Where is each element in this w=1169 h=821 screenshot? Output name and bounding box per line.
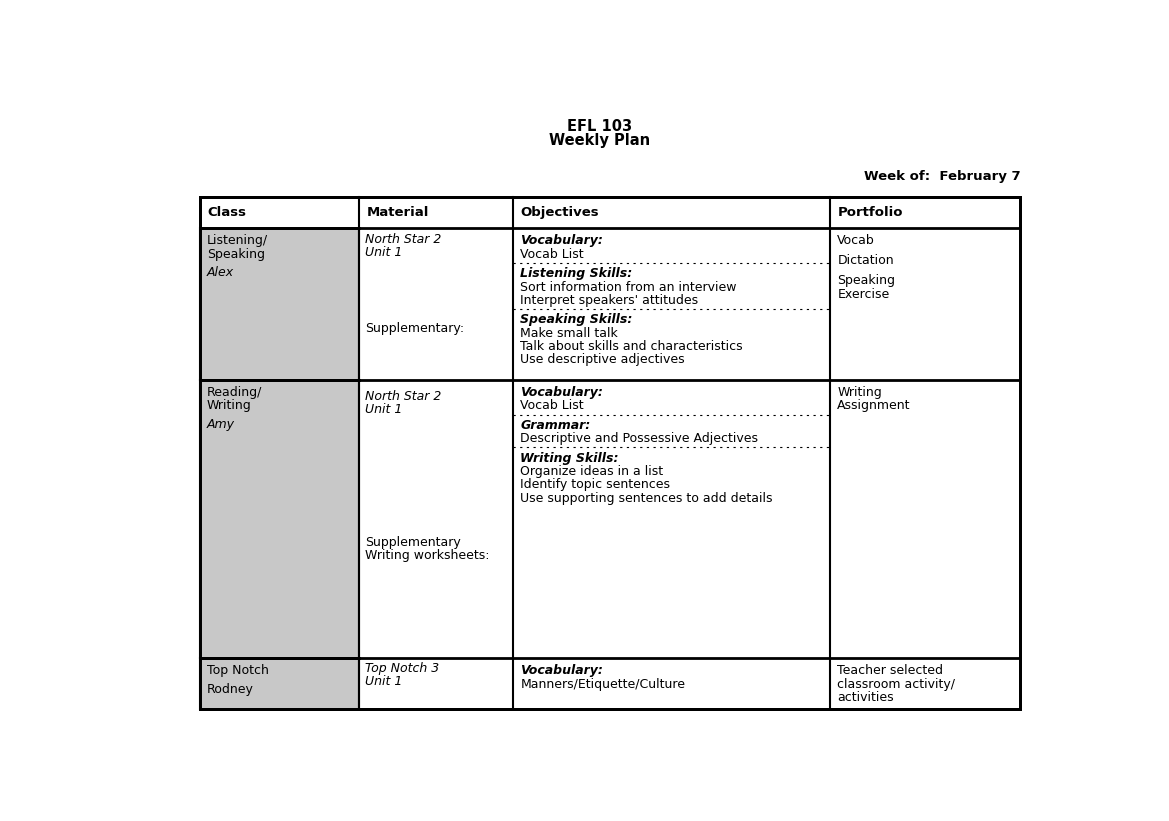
Text: North Star 2: North Star 2 (366, 232, 442, 245)
Text: Use descriptive adjectives: Use descriptive adjectives (520, 353, 685, 366)
Text: Rodney: Rodney (207, 683, 254, 696)
Text: Dictation: Dictation (837, 255, 894, 268)
Text: Objectives: Objectives (520, 206, 599, 219)
Text: Portfolio: Portfolio (837, 206, 902, 219)
Text: Unit 1: Unit 1 (366, 403, 403, 416)
Text: Unit 1: Unit 1 (366, 676, 403, 688)
Text: Weekly Plan: Weekly Plan (548, 133, 650, 149)
Text: Identify topic sentences: Identify topic sentences (520, 479, 670, 492)
Text: Listening Skills:: Listening Skills: (520, 268, 632, 280)
Text: Class: Class (208, 206, 247, 219)
Bar (201, 196, 1021, 709)
Text: Week of:  February 7: Week of: February 7 (864, 171, 1021, 183)
Text: Amy: Amy (207, 418, 235, 431)
Text: Vocab List: Vocab List (520, 248, 584, 261)
Text: activities: activities (837, 690, 894, 704)
Text: Sort information from an interview: Sort information from an interview (520, 281, 736, 294)
Text: Supplementary: Supplementary (366, 535, 461, 548)
Text: Vocabulary:: Vocabulary: (520, 386, 603, 399)
Text: Speaking Skills:: Speaking Skills: (520, 314, 632, 327)
Bar (201, 228, 359, 380)
Text: Vocabulary:: Vocabulary: (520, 235, 603, 247)
Text: Top Notch: Top Notch (207, 664, 269, 677)
Text: Writing: Writing (837, 386, 883, 399)
Text: Assignment: Assignment (837, 400, 911, 412)
Text: classroom activity/: classroom activity/ (837, 677, 955, 690)
Text: Make small talk: Make small talk (520, 327, 618, 340)
Bar (201, 196, 1021, 709)
Text: Exercise: Exercise (837, 287, 890, 300)
Bar (201, 196, 1021, 709)
Text: Teacher selected: Teacher selected (837, 664, 943, 677)
Text: Vocab List: Vocab List (520, 400, 584, 412)
Text: Interpret speakers' attitudes: Interpret speakers' attitudes (520, 294, 698, 307)
Text: Vocab: Vocab (837, 235, 876, 247)
Text: Top Notch 3: Top Notch 3 (366, 662, 440, 675)
Bar (201, 658, 359, 709)
Text: Writing: Writing (207, 400, 251, 412)
Text: Speaking: Speaking (207, 248, 265, 261)
Text: Use supporting sentences to add details: Use supporting sentences to add details (520, 492, 773, 505)
Text: Grammar:: Grammar: (520, 419, 590, 432)
Text: Reading/: Reading/ (207, 386, 262, 399)
Bar (201, 380, 359, 658)
Text: Descriptive and Possessive Adjectives: Descriptive and Possessive Adjectives (520, 433, 759, 445)
Text: Speaking: Speaking (837, 274, 895, 287)
Text: Vocabulary:: Vocabulary: (520, 664, 603, 677)
Text: Talk about skills and characteristics: Talk about skills and characteristics (520, 340, 743, 353)
Text: Writing Skills:: Writing Skills: (520, 452, 618, 465)
Text: EFL 103: EFL 103 (567, 120, 631, 135)
Text: Alex: Alex (207, 266, 234, 279)
Text: Material: Material (366, 206, 429, 219)
Text: Supplementary:: Supplementary: (366, 322, 464, 335)
Text: North Star 2: North Star 2 (366, 390, 442, 402)
Text: Unit 1: Unit 1 (366, 246, 403, 259)
Text: Listening/: Listening/ (207, 235, 268, 247)
Text: Organize ideas in a list: Organize ideas in a list (520, 466, 664, 478)
Text: Writing worksheets:: Writing worksheets: (366, 549, 490, 562)
Text: Manners/Etiquette/Culture: Manners/Etiquette/Culture (520, 677, 685, 690)
